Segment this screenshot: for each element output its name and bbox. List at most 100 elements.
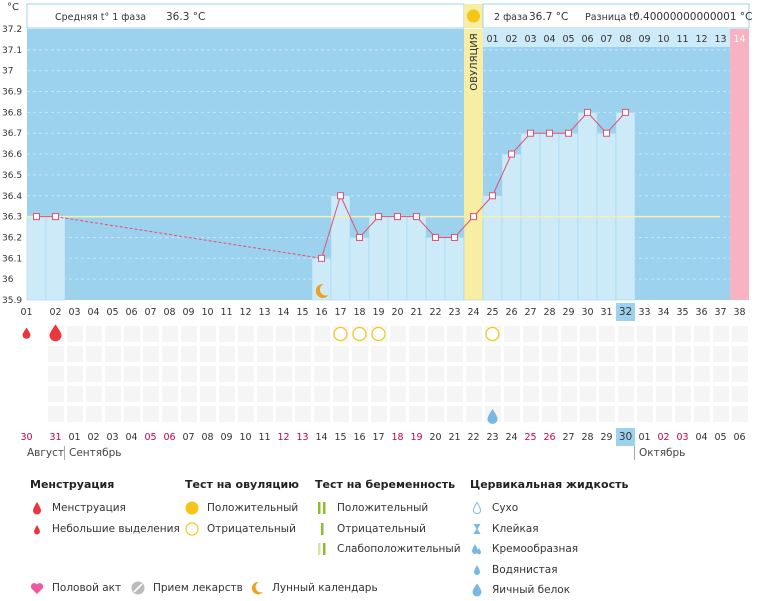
- detail-cell: [124, 346, 140, 362]
- detail-cell: [637, 406, 653, 422]
- ovulation-sun-icon: [467, 9, 480, 23]
- egg-white-drop-icon: [487, 409, 498, 424]
- legend-item-intercourse: Половой акт: [30, 580, 121, 596]
- detail-cell: [675, 346, 691, 362]
- legend-label: Слабоположительный: [337, 543, 461, 556]
- temperature-point: [584, 108, 591, 116]
- detail-cell: [694, 366, 710, 382]
- temperature-bar: [444, 237, 465, 301]
- calendar-date-label: 07: [182, 432, 194, 443]
- temperature-point: [337, 192, 344, 200]
- legend-pregnancy-test-title: Тест на беременность: [315, 478, 456, 491]
- temperature-point: [489, 192, 496, 200]
- temperature-bar: [406, 216, 427, 301]
- drop-large-blue-icon: [470, 583, 484, 597]
- luteal-end-column: [730, 29, 749, 300]
- detail-cell: [162, 406, 178, 422]
- temperature-bar: [368, 216, 389, 301]
- luteal-day-label: 14: [733, 34, 745, 45]
- detail-cell: [371, 386, 387, 402]
- detail-cell: [48, 366, 64, 382]
- detail-cell: [409, 386, 425, 402]
- header-phase2-value: 36.7 °C: [529, 11, 568, 23]
- detail-cell: [295, 406, 311, 422]
- luteal-day-label: 11: [676, 34, 688, 45]
- detail-cell: [67, 326, 83, 342]
- calendar-date-label: 01: [638, 432, 650, 443]
- detail-cell: [105, 386, 121, 402]
- y-tick-label: 36.4: [2, 192, 22, 202]
- detail-cell: [656, 326, 672, 342]
- detail-cell: [466, 366, 482, 382]
- luteal-day-label: 09: [638, 34, 650, 45]
- y-tick-label: 37: [2, 67, 13, 77]
- cycle-day-label: 10: [201, 307, 213, 318]
- detail-cell: [333, 346, 349, 362]
- cycle-day-label: 21: [410, 307, 422, 318]
- legend-label: Прием лекарств: [153, 582, 243, 594]
- temperature-bar: [463, 216, 484, 301]
- detail-cell: [732, 366, 748, 382]
- temperature-bar: [577, 112, 598, 301]
- header-diff-label: Разница t°: [585, 12, 638, 23]
- y-axis-unit: °C: [7, 2, 19, 13]
- detail-cell: [428, 386, 444, 402]
- temperature-bar: [425, 237, 446, 301]
- detail-cell: [466, 386, 482, 402]
- legend-cervical: Цервикальная жидкость Сухо Клейкая Кремо…: [470, 478, 628, 601]
- legend-item-ovulation-positive: Положительный: [185, 498, 299, 519]
- detail-cell: [67, 366, 83, 382]
- detail-cell: [504, 326, 520, 342]
- y-tick-label: 36.1: [2, 254, 22, 264]
- detail-cell: [352, 366, 368, 382]
- detail-cell: [542, 386, 558, 402]
- detail-cell: [314, 386, 330, 402]
- cycle-day-label: 08: [163, 307, 175, 318]
- detail-cell: [542, 346, 558, 362]
- temperature-point: [413, 213, 420, 221]
- detail-cell: [618, 406, 634, 422]
- detail-cell: [599, 326, 615, 342]
- detail-cell: [713, 366, 729, 382]
- cycle-day-label: 37: [714, 307, 726, 318]
- today-date-highlight: [616, 428, 635, 446]
- detail-cell: [143, 366, 159, 382]
- legend-label: Отрицательный: [207, 522, 296, 535]
- detail-cell: [219, 366, 235, 382]
- detail-cell: [295, 366, 311, 382]
- calendar-date-label: 30: [20, 432, 32, 443]
- detail-cell: [295, 386, 311, 402]
- cycle-day-label: 03: [68, 307, 80, 318]
- detail-cell: [181, 366, 197, 382]
- detail-cell: [257, 326, 273, 342]
- detail-cell: [276, 346, 292, 362]
- detail-cell: [485, 346, 501, 362]
- calendar-date-label: 15: [334, 432, 346, 443]
- calendar-date-label: 23: [486, 432, 498, 443]
- drop-small-icon: [30, 522, 44, 536]
- faint-lines-icon: [315, 542, 329, 556]
- calendar-date-label: 08: [201, 432, 213, 443]
- legend-pregnancy-test: Тест на беременность Положительный Отриц…: [315, 478, 461, 560]
- calendar-date-label: 05: [144, 432, 156, 443]
- detail-cell: [523, 406, 539, 422]
- legend-item-spotting: Небольшие выделения: [30, 519, 180, 540]
- detail-cell: [599, 346, 615, 362]
- detail-cell: [143, 386, 159, 402]
- legend-item-lunar: Лунный календарь: [250, 580, 378, 596]
- calendar-date-label: 24: [505, 432, 517, 443]
- legend-item-pregnancy-weak: Слабоположительный: [315, 539, 461, 560]
- cycle-day-label: 02: [49, 307, 61, 318]
- detail-cell: [523, 386, 539, 402]
- detail-cell: [466, 346, 482, 362]
- temperature-point: [565, 129, 572, 137]
- detail-cell: [124, 406, 140, 422]
- legend-cervical-title: Цервикальная жидкость: [470, 478, 629, 491]
- luteal-day-label: 03: [524, 34, 536, 45]
- detail-cell: [181, 386, 197, 402]
- legend-menstruation-title: Менструация: [30, 478, 115, 491]
- detail-cell: [504, 406, 520, 422]
- legend-item-sticky: Клейкая: [470, 519, 628, 540]
- calendar-date-label: 27: [562, 432, 574, 443]
- cycle-day-label: 30: [581, 307, 593, 318]
